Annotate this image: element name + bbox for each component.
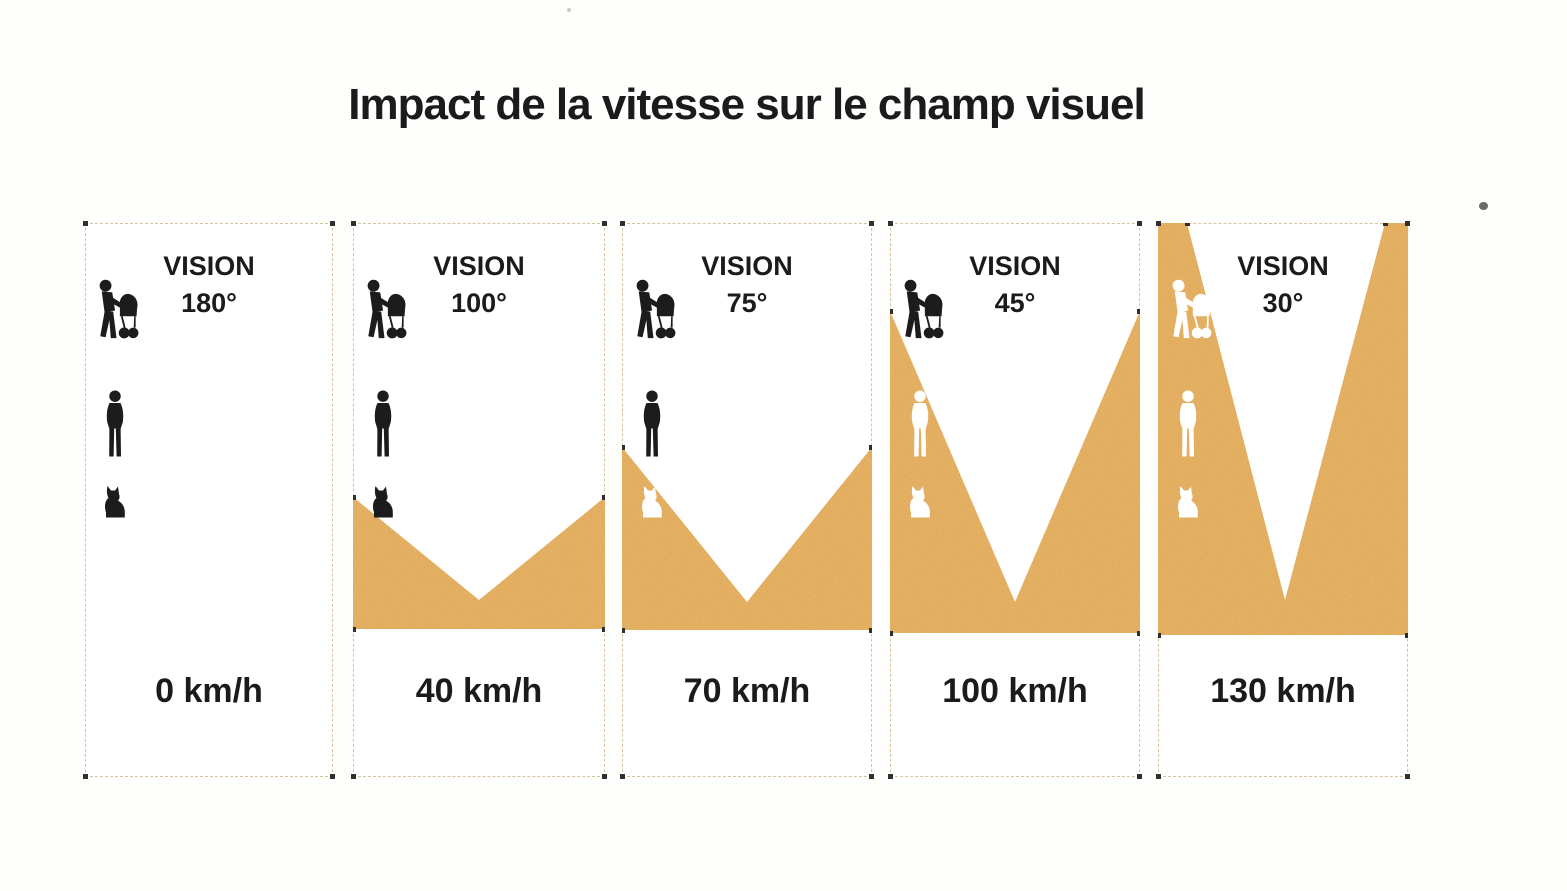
blocked-vision-cone-shade [622, 445, 872, 633]
edge-dot [1137, 631, 1140, 636]
corner-dot [888, 774, 893, 779]
blocked-vision-cone-shade [353, 495, 605, 632]
blocked-vision-cone-shade [1158, 223, 1408, 638]
cat-silhouette [370, 485, 396, 518]
edge-dot [890, 631, 893, 636]
scan-speck [1479, 202, 1488, 210]
pedestrian-silhouette [640, 390, 664, 458]
edge-dot [602, 627, 605, 632]
panel-100kmh: VISION 45° 100 km/h [888, 221, 1142, 779]
pedestrian-silhouette [908, 390, 932, 458]
page-title: Impact de la vitesse sur le champ visuel [348, 80, 1145, 129]
edge-dot [353, 627, 356, 632]
edge-dot [869, 628, 872, 633]
cat-silhouette [102, 485, 128, 518]
speed-label: 40 km/h [415, 672, 543, 710]
edge-dot [1158, 633, 1161, 638]
corner-dot [1137, 221, 1142, 226]
corner-dot [330, 774, 335, 779]
speed-label: 100 km/h [942, 672, 1088, 710]
edge-dot [1137, 309, 1140, 314]
edge-dot [353, 495, 356, 500]
vision-word: VISION [433, 251, 525, 281]
pedestrian-silhouette [103, 390, 127, 458]
corner-dot [83, 774, 88, 779]
blocked-vision-cone-shade [890, 309, 1140, 636]
panel-70kmh: VISION 75° 70 km/h [620, 221, 874, 779]
vision-angle: 75° [726, 288, 768, 318]
corner-dot [351, 221, 356, 226]
panel-130kmh: VISION 30° 130 km/h [1156, 221, 1410, 779]
corner-dot [1405, 774, 1410, 779]
corner-dot [1405, 221, 1410, 226]
corner-dot [1156, 221, 1161, 226]
scan-speck [567, 8, 571, 12]
corner-dot [330, 221, 335, 226]
edge-dot [622, 628, 625, 633]
pedestrian-silhouette [1176, 390, 1200, 458]
edge-dot [869, 445, 872, 450]
vision-word: VISION [1237, 251, 1329, 281]
edge-dot [622, 445, 625, 450]
speed-label: 130 km/h [1210, 672, 1356, 710]
speed-label: 0 km/h [155, 672, 263, 710]
panel-0kmh: VISION 180° 0 km/h [83, 221, 335, 779]
corner-dot [869, 221, 874, 226]
cat-silhouette [907, 485, 933, 518]
edge-dot [890, 309, 893, 314]
cat-silhouette [639, 485, 665, 518]
vision-label: VISION 45° [891, 248, 1139, 322]
pedestrian-silhouette [371, 390, 395, 458]
edge-dot [602, 495, 605, 500]
vision-word: VISION [969, 251, 1061, 281]
corner-dot [602, 221, 607, 226]
vision-word: VISION [163, 251, 255, 281]
corner-dot [869, 774, 874, 779]
corner-dot [1137, 774, 1142, 779]
vision-angle: 180° [181, 288, 237, 318]
vision-label: VISION 30° [1159, 248, 1407, 322]
edge-dot [1185, 223, 1190, 226]
corner-dot [888, 221, 893, 226]
corner-dot [620, 774, 625, 779]
corner-dot [1156, 774, 1161, 779]
vision-label: VISION 100° [354, 248, 604, 322]
corner-dot [83, 221, 88, 226]
edge-dot [1405, 633, 1408, 638]
vision-word: VISION [701, 251, 793, 281]
corner-dot [351, 774, 356, 779]
corner-dot [602, 774, 607, 779]
vision-angle: 45° [994, 288, 1036, 318]
vision-label: VISION 75° [623, 248, 871, 322]
cat-silhouette [1175, 485, 1201, 518]
speed-label: 70 km/h [683, 672, 811, 710]
vision-angle: 100° [451, 288, 507, 318]
vision-angle: 30° [1262, 288, 1304, 318]
panel-40kmh: VISION 100° 40 km/h [351, 221, 607, 779]
edge-dot [1383, 223, 1388, 226]
corner-dot [620, 221, 625, 226]
vision-label: VISION 180° [86, 248, 332, 322]
